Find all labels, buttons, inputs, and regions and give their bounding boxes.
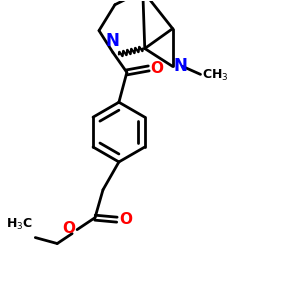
Text: O: O xyxy=(119,212,132,227)
Text: N: N xyxy=(174,57,188,75)
Text: CH$_3$: CH$_3$ xyxy=(202,68,229,83)
Text: H$_3$C: H$_3$C xyxy=(7,217,33,232)
Text: N: N xyxy=(106,32,120,50)
Text: O: O xyxy=(151,61,164,76)
Text: O: O xyxy=(62,221,75,236)
